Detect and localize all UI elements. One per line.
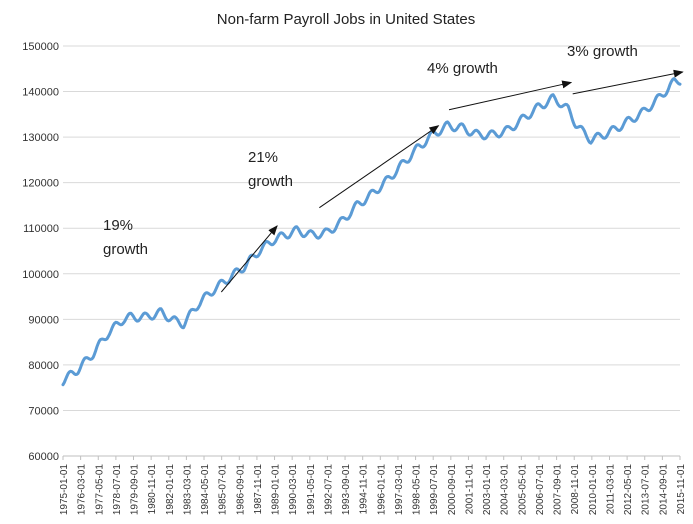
x-tick-label: 1979-09-01 (130, 464, 141, 516)
label-growth-19: 19% (103, 217, 133, 234)
x-tick-label: 1998-05-01 (412, 464, 423, 516)
x-tick-label: 2001-11-01 (464, 464, 475, 515)
arrow-growth-3 (572, 69, 684, 95)
x-tick-label: 1983-03-01 (182, 464, 193, 516)
y-tick-label: 130000 (22, 132, 59, 144)
x-tick-label: 1978-07-01 (112, 464, 123, 516)
x-tick-label: 1980-11-01 (147, 464, 158, 515)
x-tick-label: 2011-03-01 (605, 464, 616, 515)
x-tick-label: 1989-01-01 (271, 464, 282, 516)
x-tick-label: 1987-11-01 (253, 464, 264, 515)
x-tick-label: 1985-07-01 (218, 464, 229, 516)
x-tick-label: 2004-03-01 (500, 464, 511, 516)
x-tick-label: 1996-01-01 (376, 464, 387, 516)
series-line-payroll (61, 77, 682, 387)
arrow-growth-19 (220, 225, 278, 293)
x-tick-label: 2007-09-01 (553, 464, 564, 516)
label-growth-21: growth (248, 173, 293, 190)
label-growth-4: 4% growth (427, 60, 498, 77)
x-tick-label: 1994-11-01 (359, 464, 370, 515)
annotations: 19% growth 21% growth 4% growth 3% growth (103, 43, 684, 293)
y-tick-label: 90000 (28, 314, 59, 326)
label-growth-19: growth (103, 241, 148, 258)
x-tick-label: 2014-09-01 (658, 464, 669, 516)
x-tick-label: 2008-11-01 (570, 464, 581, 515)
x-axis: 1975-01-01 1976-03-01 1977-05-01 1978-07-01… (59, 455, 687, 516)
x-tick-label: 1984-05-01 (200, 464, 211, 516)
label-growth-3: 3% growth (567, 43, 638, 60)
x-tick-label: 2006-07-01 (535, 464, 546, 516)
x-tick-label: 2003-01-01 (482, 464, 493, 516)
x-tick-label: 2005-05-01 (517, 464, 528, 516)
chart-title: Non-farm Payroll Jobs in United States (217, 11, 475, 28)
x-tick-label: 1997-03-01 (394, 464, 405, 516)
series-layer (61, 77, 682, 387)
x-tick-label: 1976-03-01 (77, 464, 88, 516)
x-tick-label: 2015-11-01 (676, 464, 687, 515)
x-tick-label: 1991-05-01 (306, 464, 317, 516)
x-tick-label: 1977-05-01 (94, 464, 105, 516)
arrow-growth-21 (319, 125, 440, 209)
gridlines (63, 45, 680, 457)
label-growth-21: 21% (248, 149, 278, 166)
x-tick-label: 1982-01-01 (165, 464, 176, 516)
x-tick-label: 1990-03-01 (288, 464, 299, 516)
arrow-growth-4 (448, 80, 573, 111)
y-tick-label: 120000 (22, 178, 59, 190)
x-tick-label: 1999-07-01 (429, 464, 440, 516)
y-tick-label: 60000 (28, 451, 59, 463)
x-tick-label: 2013-07-01 (641, 464, 652, 516)
y-tick-label: 80000 (28, 360, 59, 372)
y-tick-label: 110000 (23, 223, 59, 235)
y-tick-label: 70000 (28, 405, 59, 417)
y-axis: 60000 70000 80000 90000 100000 110000 120000 13… (22, 41, 59, 463)
x-tick-label: 1986-09-01 (235, 464, 246, 516)
x-tick-label: 1993-09-01 (341, 464, 352, 516)
x-tick-label: 1975-01-01 (59, 464, 70, 516)
y-tick-label: 150000 (22, 41, 59, 53)
x-tick-label: 1992-07-01 (323, 464, 334, 516)
x-tick-label: 2012-05-01 (623, 464, 634, 516)
x-tick-label: 2000-09-01 (447, 464, 458, 516)
y-tick-label: 140000 (22, 87, 59, 99)
x-tick-label: 2010-01-01 (588, 464, 599, 516)
y-tick-label: 100000 (22, 269, 59, 281)
